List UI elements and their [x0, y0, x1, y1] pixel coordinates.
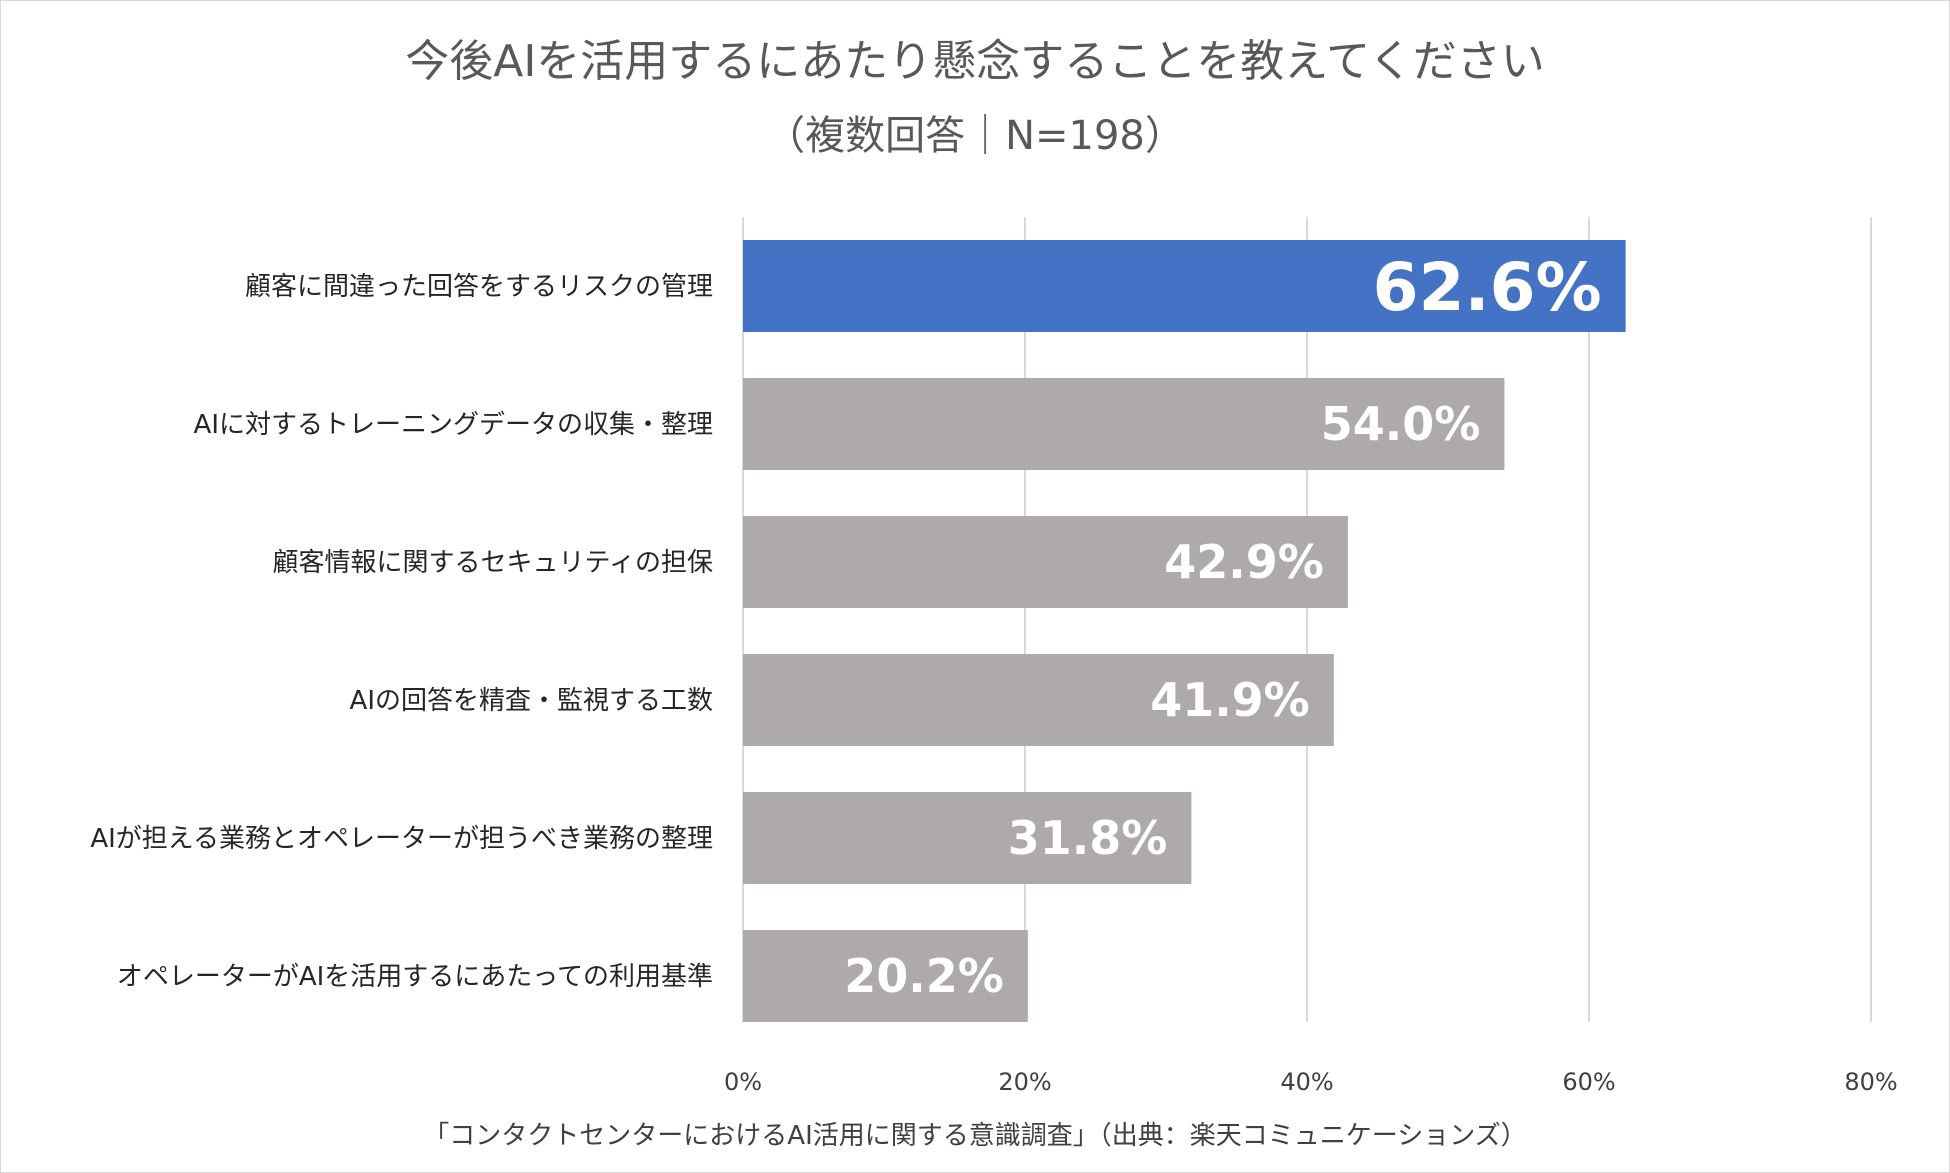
data-label: 20.2%: [844, 949, 1004, 1003]
x-tick-label: 0%: [724, 1068, 762, 1096]
bar: [743, 654, 1334, 746]
category-label: AIに対するトレーニングデータの収集・整理: [194, 410, 713, 440]
bar: [743, 792, 1192, 884]
bar: [743, 240, 1626, 332]
chart-title: 今後AIを活用するにあたり懸念することを教えてください: [405, 36, 1545, 87]
x-tick-label: 80%: [1844, 1068, 1897, 1096]
chart-subtitle: （複数回答｜N=198）: [765, 113, 1185, 159]
bar-chart: 62.6% 54.0% 42.9% 41.9% 31.8% 20.2% 顧客に間違った回答…: [90, 217, 1898, 1096]
data-label: 54.0%: [1321, 397, 1481, 451]
category-label: AIが担える業務とオペレーターが担うべき業務の整理: [90, 824, 713, 854]
bar: [743, 378, 1505, 470]
x-tick-label: 40%: [1280, 1068, 1333, 1096]
category-label: オペレーターがAIを活用するにあたっての利用基準: [117, 962, 713, 992]
data-label: 62.6%: [1373, 249, 1602, 326]
category-label: 顧客に間違った回答をするリスクの管理: [245, 272, 713, 302]
category-labels: 顧客に間違った回答をするリスクの管理 AIに対するトレーニングデータの収集・整理顧…: [90, 272, 713, 992]
x-axis-ticks: 0% 20% 40% 60% 80%: [724, 1068, 1898, 1096]
gridlines: [742, 217, 1872, 1022]
category-label: AIの回答を精査・監視する工数: [350, 686, 713, 716]
bars: 62.6% 54.0% 42.9% 41.9% 31.8% 20.2%: [743, 240, 1626, 1022]
bar: [743, 930, 1028, 1022]
x-tick-label: 60%: [1562, 1068, 1615, 1096]
data-label: 42.9%: [1164, 535, 1324, 589]
category-label: 顧客情報に関するセキュリティの担保: [273, 548, 713, 578]
chart-source: 「コンタクトセンターにおけるAI活用に関する意識調査」（出典：楽天コミュニケーシ…: [423, 1121, 1527, 1151]
data-label: 41.9%: [1150, 673, 1310, 727]
x-tick-label: 20%: [998, 1068, 1051, 1096]
bar: [743, 516, 1348, 608]
data-label: 31.8%: [1008, 811, 1168, 865]
